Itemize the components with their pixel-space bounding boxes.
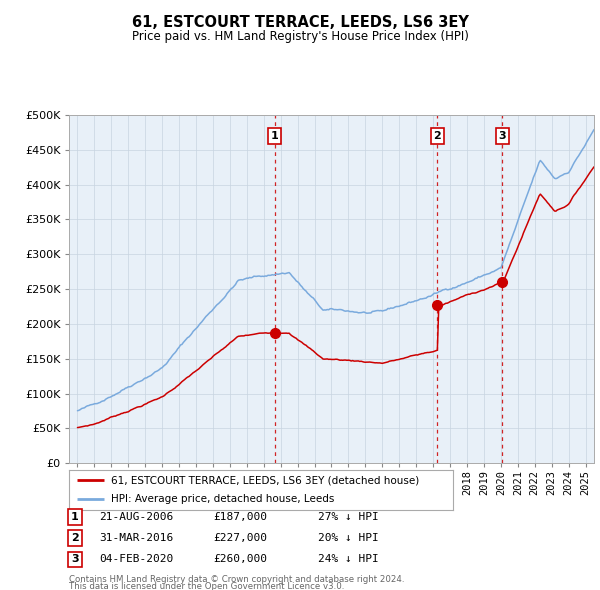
Text: 04-FEB-2020: 04-FEB-2020 bbox=[99, 555, 173, 564]
Text: 20% ↓ HPI: 20% ↓ HPI bbox=[318, 533, 379, 543]
Text: £187,000: £187,000 bbox=[213, 512, 267, 522]
Text: £260,000: £260,000 bbox=[213, 555, 267, 564]
Text: 1: 1 bbox=[71, 512, 79, 522]
Text: 31-MAR-2016: 31-MAR-2016 bbox=[99, 533, 173, 543]
Text: 1: 1 bbox=[271, 131, 278, 141]
Text: 61, ESTCOURT TERRACE, LEEDS, LS6 3EY: 61, ESTCOURT TERRACE, LEEDS, LS6 3EY bbox=[131, 15, 469, 30]
Text: 61, ESTCOURT TERRACE, LEEDS, LS6 3EY (detached house): 61, ESTCOURT TERRACE, LEEDS, LS6 3EY (de… bbox=[111, 476, 419, 485]
Text: 21-AUG-2006: 21-AUG-2006 bbox=[99, 512, 173, 522]
Text: £227,000: £227,000 bbox=[213, 533, 267, 543]
Text: 27% ↓ HPI: 27% ↓ HPI bbox=[318, 512, 379, 522]
Text: 3: 3 bbox=[499, 131, 506, 141]
Text: HPI: Average price, detached house, Leeds: HPI: Average price, detached house, Leed… bbox=[111, 494, 335, 504]
Text: 2: 2 bbox=[71, 533, 79, 543]
Text: This data is licensed under the Open Government Licence v3.0.: This data is licensed under the Open Gov… bbox=[69, 582, 344, 590]
Text: 3: 3 bbox=[71, 555, 79, 564]
Text: Price paid vs. HM Land Registry's House Price Index (HPI): Price paid vs. HM Land Registry's House … bbox=[131, 30, 469, 43]
Text: 24% ↓ HPI: 24% ↓ HPI bbox=[318, 555, 379, 564]
Text: 2: 2 bbox=[433, 131, 441, 141]
Text: Contains HM Land Registry data © Crown copyright and database right 2024.: Contains HM Land Registry data © Crown c… bbox=[69, 575, 404, 584]
